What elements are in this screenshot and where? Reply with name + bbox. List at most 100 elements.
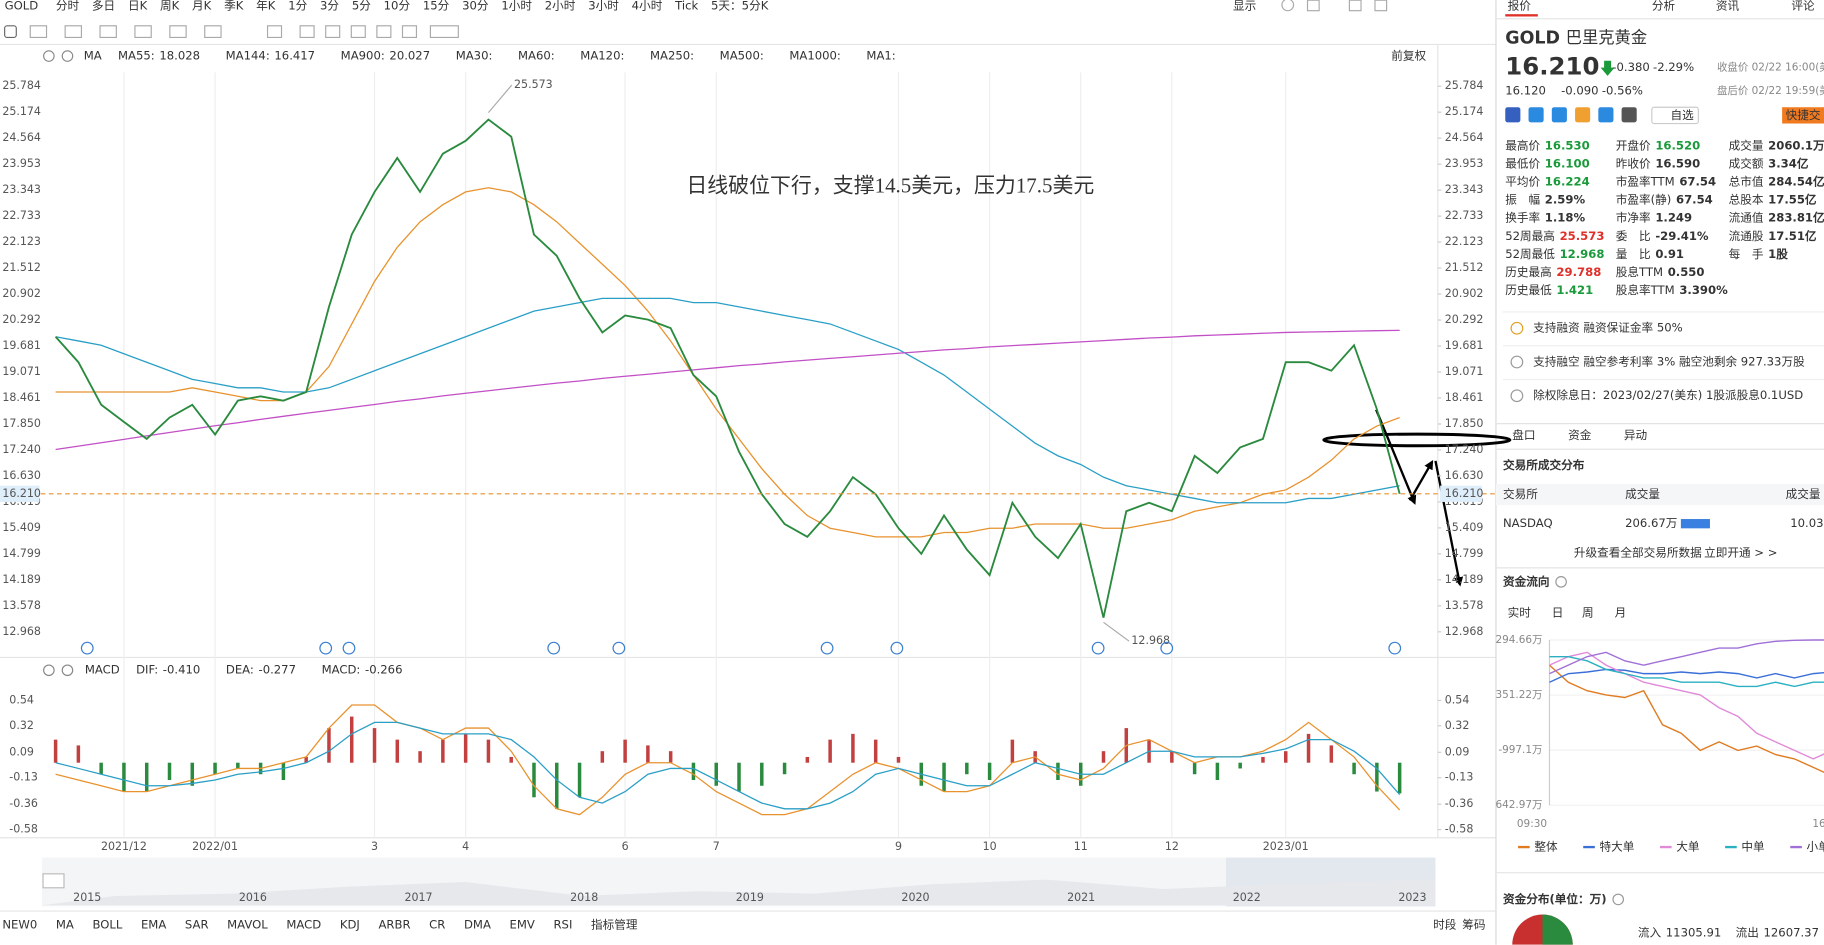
icon[interactable] — [429, 25, 459, 39]
icon[interactable] — [299, 25, 315, 39]
period-tab[interactable]: 5天：5分K — [711, 0, 769, 13]
indicator-tab[interactable]: SAR — [185, 918, 209, 932]
trade-label[interactable]: 快捷交 — [1786, 108, 1821, 122]
event-marker[interactable] — [1091, 641, 1105, 655]
legend-name[interactable]: MA250: — [650, 49, 694, 63]
period-tab[interactable]: 日K — [128, 0, 148, 13]
icon[interactable] — [134, 25, 152, 39]
legend-name[interactable]: MA60: — [518, 49, 555, 63]
flow-tab[interactable]: 月 — [1615, 606, 1627, 620]
event-marker[interactable] — [890, 641, 904, 655]
icon[interactable] — [376, 25, 392, 39]
indicator-tab[interactable]: EMV — [510, 918, 535, 932]
legend-name[interactable]: MA1: — [866, 49, 895, 63]
adjust-button[interactable]: 前复权 — [1391, 49, 1426, 63]
panel-tab[interactable]: 评论 — [1791, 0, 1815, 13]
legend-name[interactable]: 大单 — [1676, 840, 1700, 854]
user-drawing[interactable] — [1322, 409, 1512, 587]
flow-tab[interactable]: 周 — [1582, 606, 1594, 620]
indicator-tab[interactable]: RSI — [553, 918, 572, 932]
display-button[interactable]: 显示 — [1233, 0, 1256, 13]
legend-name[interactable]: 中单 — [1741, 840, 1765, 854]
icon[interactable] — [266, 25, 283, 39]
close-icon[interactable] — [61, 664, 74, 677]
legend-name[interactable]: 小单 — [1807, 840, 1824, 854]
period-tab[interactable]: 5分 — [352, 0, 371, 13]
icon[interactable] — [1281, 0, 1295, 12]
period-tab[interactable]: 30分 — [462, 0, 489, 13]
icon[interactable] — [169, 25, 187, 39]
icon[interactable] — [325, 25, 341, 39]
icon[interactable] — [1374, 0, 1388, 12]
flow-tab[interactable]: 实时 — [1508, 606, 1532, 620]
icon[interactable] — [1575, 107, 1591, 123]
settings-icon[interactable] — [43, 664, 55, 677]
period-toggle[interactable]: 时段 — [1433, 918, 1457, 932]
icon[interactable] — [29, 25, 48, 39]
icon[interactable] — [204, 25, 222, 39]
period-tab[interactable]: 3分 — [320, 0, 339, 13]
legend-name[interactable]: MA1000: — [789, 49, 840, 63]
drawn-arrow[interactable] — [1408, 460, 1434, 501]
period-tab[interactable]: 15分 — [423, 0, 450, 13]
icon[interactable] — [1306, 0, 1320, 12]
icon[interactable] — [1505, 107, 1521, 123]
legend-name[interactable]: DEA: — [226, 663, 254, 677]
settings-icon[interactable] — [43, 50, 55, 62]
event-marker[interactable] — [612, 641, 626, 655]
trade-button[interactable] — [1782, 107, 1824, 124]
panel-tab[interactable]: 分析 — [1652, 0, 1676, 13]
legend-name[interactable]: MA120: — [580, 49, 624, 63]
watch-label[interactable]: 自选 — [1670, 108, 1694, 122]
icon[interactable] — [1528, 107, 1544, 123]
period-tab[interactable]: 年K — [256, 0, 276, 13]
legend-name[interactable]: MA500: — [720, 49, 764, 63]
period-tab[interactable]: 10分 — [384, 0, 411, 13]
icon[interactable] — [401, 25, 418, 39]
legend-name[interactable]: MACD: — [322, 663, 361, 677]
upgrade-link[interactable]: 立即开通 > > — [1704, 545, 1777, 559]
period-tab[interactable]: 分时 — [56, 0, 80, 13]
event-marker[interactable] — [820, 641, 834, 655]
legend-name[interactable]: MA144: — [226, 49, 270, 63]
indicator-tab[interactable]: MACD — [286, 918, 321, 932]
watch-button[interactable] — [1651, 106, 1699, 125]
indicator-tab[interactable]: NEW0 — [2, 918, 37, 932]
indicator-tab[interactable]: MAVOL — [227, 918, 268, 932]
symbol[interactable]: GOLD — [5, 0, 39, 13]
legend-name[interactable]: 整体 — [1534, 840, 1558, 854]
period-tab[interactable]: 2小时 — [545, 0, 576, 13]
event-marker[interactable] — [547, 641, 561, 655]
legend-name[interactable]: MA55: — [118, 49, 155, 63]
event-marker[interactable] — [342, 641, 356, 655]
icon[interactable] — [1348, 0, 1362, 12]
legend-name[interactable]: MA900: — [341, 49, 385, 63]
period-tab[interactable]: 月K — [192, 0, 212, 13]
indicator-tab[interactable]: BOLL — [92, 918, 122, 932]
period-tab[interactable]: 1分 — [288, 0, 307, 13]
chips-toggle[interactable]: 筹码 — [1462, 918, 1485, 932]
legend-name[interactable]: MA30: — [456, 49, 493, 63]
period-tab[interactable]: 季K — [224, 0, 244, 13]
sub-tab[interactable]: 资金 — [1568, 428, 1592, 442]
sub-tab[interactable]: 异动 — [1624, 428, 1647, 442]
event-marker[interactable] — [1388, 641, 1402, 655]
period-tab[interactable]: 周K — [160, 0, 180, 13]
period-tab[interactable]: 3小时 — [588, 0, 619, 13]
legend-name[interactable]: 特大单 — [1599, 840, 1634, 854]
flow-tab[interactable]: 日 — [1552, 606, 1564, 620]
indicator-tab[interactable]: EMA — [141, 918, 166, 932]
event-marker[interactable] — [80, 641, 94, 655]
close-icon[interactable] — [61, 50, 74, 62]
event-marker[interactable] — [1160, 641, 1174, 655]
drawn-arrow[interactable] — [1434, 460, 1464, 587]
icon[interactable] — [99, 25, 117, 39]
sub-tab[interactable]: 盘口 — [1512, 428, 1535, 442]
icon[interactable] — [350, 25, 366, 39]
period-tab[interactable]: 4小时 — [632, 0, 663, 13]
icon[interactable] — [4, 25, 17, 39]
indicator-tab[interactable]: ARBR — [378, 918, 410, 932]
panel-tab[interactable]: 资讯 — [1716, 0, 1740, 13]
icon[interactable] — [64, 25, 83, 39]
panel-tab[interactable]: 报价 — [1508, 0, 1532, 13]
